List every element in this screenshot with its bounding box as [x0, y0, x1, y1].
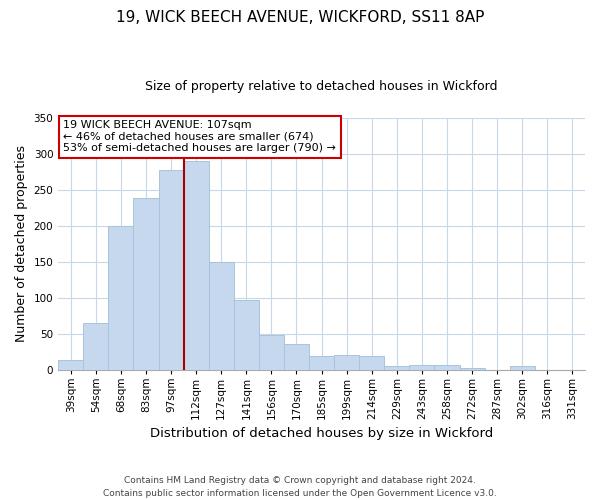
Bar	[460, 368, 485, 370]
Y-axis label: Number of detached properties: Number of detached properties	[15, 145, 28, 342]
Bar	[109, 226, 133, 370]
Bar	[334, 355, 359, 370]
Bar	[259, 335, 284, 370]
Bar	[234, 300, 259, 370]
Text: 19, WICK BEECH AVENUE, WICKFORD, SS11 8AP: 19, WICK BEECH AVENUE, WICKFORD, SS11 8A…	[116, 10, 484, 25]
Bar	[184, 161, 209, 370]
Title: Size of property relative to detached houses in Wickford: Size of property relative to detached ho…	[145, 80, 498, 93]
Bar	[158, 170, 184, 370]
Bar	[510, 366, 535, 370]
X-axis label: Distribution of detached houses by size in Wickford: Distribution of detached houses by size …	[150, 427, 493, 440]
Text: Contains HM Land Registry data © Crown copyright and database right 2024.
Contai: Contains HM Land Registry data © Crown c…	[103, 476, 497, 498]
Bar	[434, 364, 460, 370]
Bar	[83, 323, 109, 370]
Bar	[209, 262, 234, 370]
Bar	[58, 360, 83, 370]
Bar	[133, 198, 158, 370]
Bar	[359, 356, 385, 370]
Bar	[385, 366, 409, 370]
Bar	[284, 344, 309, 370]
Bar	[309, 356, 334, 370]
Text: 19 WICK BEECH AVENUE: 107sqm
← 46% of detached houses are smaller (674)
53% of s: 19 WICK BEECH AVENUE: 107sqm ← 46% of de…	[64, 120, 337, 154]
Bar	[409, 366, 434, 370]
